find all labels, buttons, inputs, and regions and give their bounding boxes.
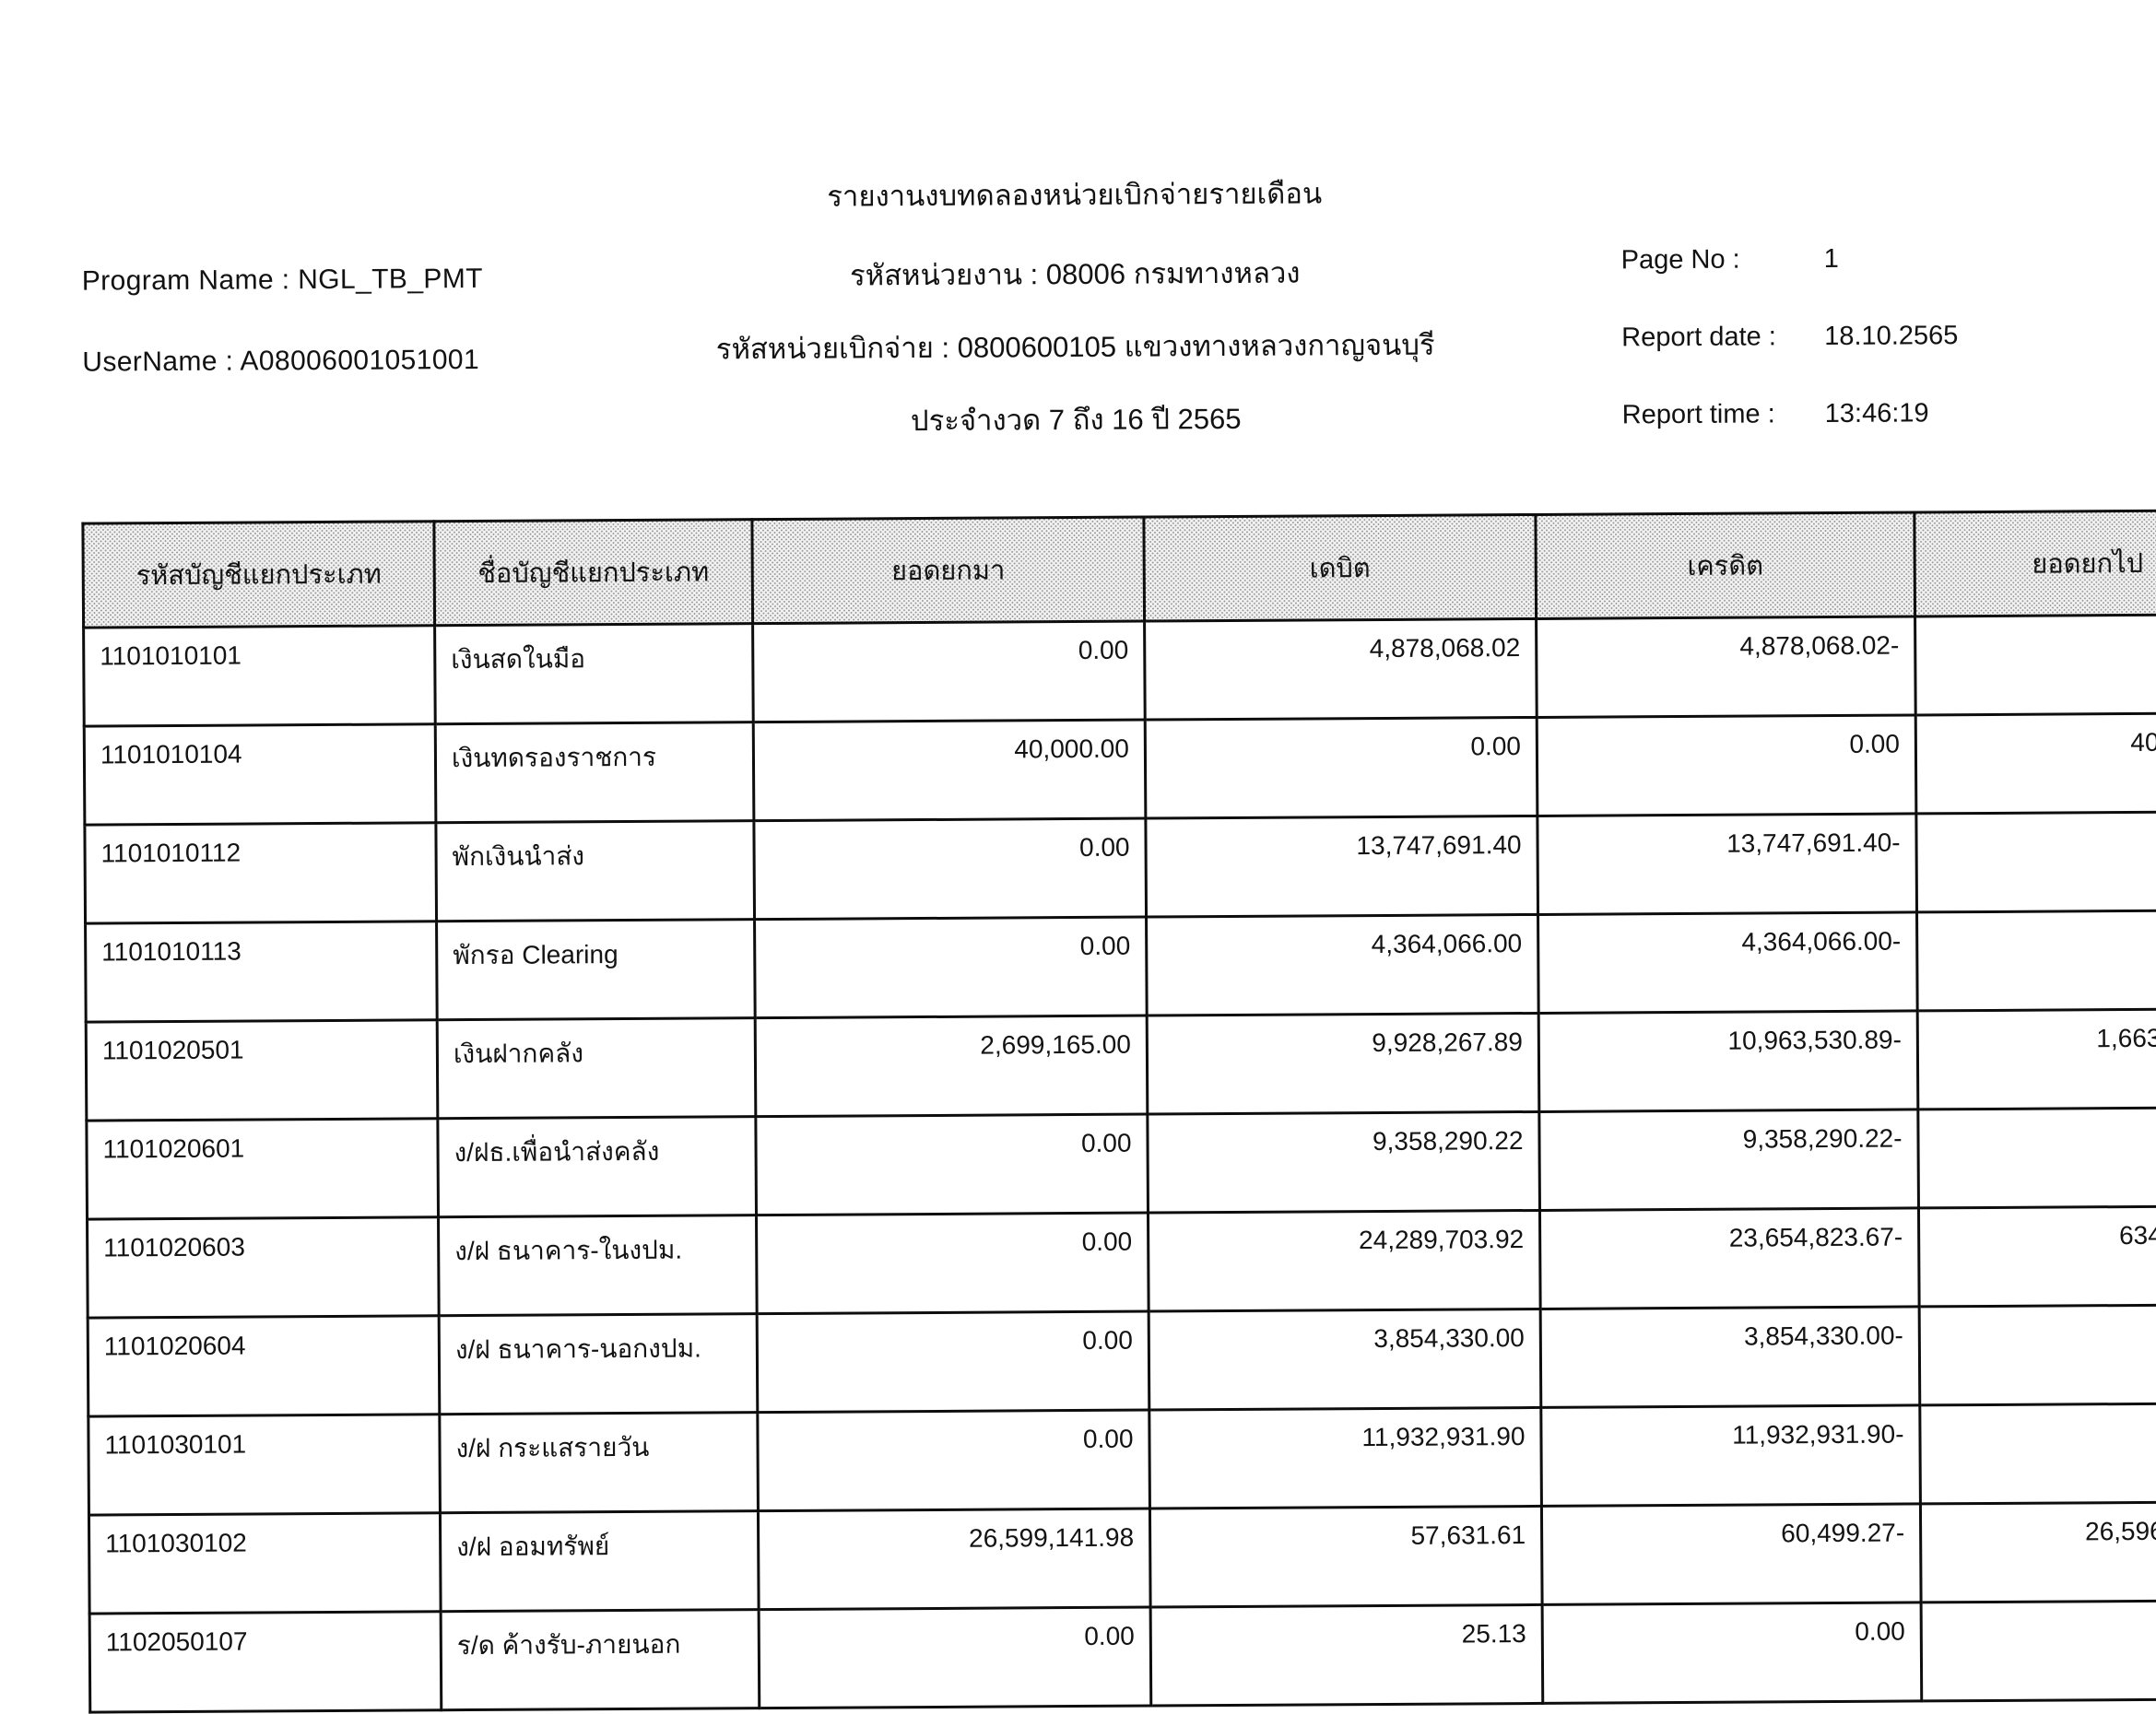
cell-account-code: 1101020501 [86, 1019, 438, 1121]
cell-opening-balance: 0.00 [754, 917, 1148, 1018]
cell-debit: 57,631.61 [1149, 1506, 1543, 1608]
cell-account-code: 1101020604 [88, 1315, 440, 1417]
column-header-credit: เครดิต [1535, 511, 1915, 619]
cell-account-name: เงินทดรองราชการ [435, 722, 754, 823]
column-header-opening-balance: ยอดยกมา [751, 517, 1145, 624]
cell-account-name: ง/ฝ ธนาคาร-ในงปม. [438, 1215, 758, 1316]
cell-debit: 0.00 [1145, 717, 1537, 819]
trial-balance-table: รหัสบัญชีแยกประเภท ชื่อบัญชีแยกประเภท ยอ… [81, 509, 2156, 1713]
table-row: 1101020501 เงินฝากคลัง 2,699,165.00 9,928,2… [86, 1008, 2156, 1121]
table-header: รหัสบัญชีแยกประเภท ชื่อบัญชีแยกประเภท ยอ… [82, 510, 2156, 628]
cell-account-code: 1101030101 [88, 1414, 441, 1516]
cell-credit: 3,854,330.00- [1540, 1306, 1920, 1408]
cell-closing-balance: 26,596,274.32 [1920, 1501, 2156, 1602]
cell-account-code: 1101020603 [87, 1216, 440, 1319]
cell-opening-balance: 0.00 [757, 1410, 1150, 1511]
cell-credit: 10,963,530.89- [1538, 1010, 1918, 1112]
report-time-row: Report time : 13:46:19 [1622, 398, 2019, 432]
cell-closing-balance: 0.00 [1919, 1304, 2156, 1405]
report-date-row: Report date : 18.10.2565 [1621, 321, 2018, 355]
cell-account-code: 1101030102 [88, 1512, 442, 1614]
column-header-closing-balance: ยอดยกไป [1914, 510, 2156, 616]
cell-debit: 4,364,066.00 [1146, 914, 1539, 1016]
cell-closing-balance: 0.00 [1917, 1107, 2156, 1208]
cell-closing-balance: 40,000.00 [1915, 712, 2156, 814]
cell-account-name: ง/ฝ กระแสรายวัน [439, 1412, 759, 1513]
report-time-label: Report time : [1621, 399, 1775, 430]
cell-credit: 60,499.27- [1541, 1503, 1922, 1605]
report-date-label: Report date : [1621, 322, 1776, 353]
cell-closing-balance: 0.00 [1916, 910, 2156, 1011]
table-row: 1102050107 ร/ด ค้างรับ-ภายนอก 0.00 25.13 0.0… [89, 1600, 2156, 1713]
column-header-account-name: ชื่อบัญชีแยกประเภท [433, 519, 753, 626]
cell-debit: 9,928,267.89 [1147, 1013, 1539, 1115]
cell-opening-balance: 0.00 [752, 621, 1146, 722]
column-header-account-code: รหัสบัญชีแยกประเภท [82, 521, 435, 628]
cell-debit: 13,747,691.40 [1145, 816, 1538, 918]
cell-opening-balance: 2,699,165.00 [755, 1015, 1148, 1117]
cell-account-name: ง/ฝธ.เพื่อนำส่งคลัง [437, 1116, 757, 1217]
table-row: 1101030102 ง/ฝ ออมทรัพย์ 26,599,141.98 57,6… [88, 1501, 2156, 1614]
table-row: 1101010112 พักเงินนำส่ง 0.00 13,747,691.40 1… [84, 811, 2156, 924]
cell-account-code: 1101010104 [84, 723, 436, 826]
cell-credit: 4,878,068.02- [1536, 616, 1916, 718]
cell-closing-balance: 25.13 [1921, 1600, 2156, 1701]
cell-account-name: เงินสดในมือ [434, 623, 754, 724]
table-row: 1101010113 พักรอ Clearing 0.00 4,364,066.00… [85, 910, 2156, 1023]
cell-credit: 0.00 [1537, 714, 1916, 816]
table-row: 1101030101 ง/ฝ กระแสรายวัน 0.00 11,932,931.… [88, 1403, 2156, 1516]
cell-opening-balance: 26,599,141.98 [758, 1509, 1151, 1610]
cell-closing-balance: 0.00 [1914, 614, 2156, 715]
cell-account-name: พักเงินนำส่ง [435, 820, 755, 922]
column-header-debit: เดบิต [1143, 514, 1537, 622]
cell-opening-balance: 0.00 [755, 1114, 1149, 1215]
cell-credit: 23,654,823.67- [1539, 1207, 1920, 1309]
page-no-label: Page No : [1620, 244, 1740, 276]
cell-opening-balance: 0.00 [757, 1311, 1149, 1413]
page-title: รายงานงบทดลองหน่วยเบิกจ่ายรายเดือน [827, 177, 1323, 213]
cell-credit: 13,747,691.40- [1537, 813, 1917, 915]
cell-closing-balance: 1,663,902.00 [1917, 1008, 2156, 1109]
page-no-value: 1 [1823, 243, 1839, 275]
cell-debit: 3,854,330.00 [1149, 1309, 1541, 1411]
table-body: 1101010101 เงินสดในมือ 0.00 4,878,068.02 4,8… [83, 614, 2156, 1713]
cell-account-code: 1102050107 [89, 1611, 442, 1713]
trial-balance-table-wrapper: รหัสบัญชีแยกประเภท ชื่อบัญชีแยกประเภท ยอ… [81, 510, 2156, 1713]
cell-debit: 9,358,290.22 [1147, 1111, 1540, 1214]
cell-credit: 11,932,931.90- [1540, 1404, 1921, 1507]
page-no-row: Page No : 1 [1621, 243, 2018, 277]
cell-debit: 25.13 [1150, 1604, 1543, 1707]
cell-closing-balance: 0.00 [1919, 1403, 2156, 1504]
cell-account-name: ร/ด ค้างรับ-ภายนอก [441, 1609, 760, 1710]
cell-account-code: 1101020601 [86, 1118, 439, 1220]
report-time-value: 13:46:19 [1824, 398, 1929, 429]
cell-credit: 0.00 [1542, 1602, 1922, 1704]
cell-debit: 24,289,703.92 [1148, 1210, 1541, 1312]
cell-account-name: ง/ฝ ออมทรัพย์ [440, 1510, 760, 1612]
cell-account-name: ง/ฝ ธนาคาร-นอกงปม. [439, 1313, 758, 1415]
cell-opening-balance: 0.00 [756, 1213, 1149, 1314]
report-date-value: 18.10.2565 [1824, 321, 1959, 352]
cell-credit: 4,364,066.00- [1537, 911, 1918, 1014]
cell-debit: 4,878,068.02 [1144, 618, 1537, 721]
cell-debit: 11,932,931.90 [1149, 1407, 1542, 1509]
cell-credit: 9,358,290.22- [1538, 1109, 1919, 1211]
table-row: 1101020603 ง/ฝ ธนาคาร-ในงปม. 0.00 24,289,70… [87, 1205, 2156, 1319]
cell-opening-balance: 40,000.00 [753, 720, 1146, 821]
cell-account-name: พักรอ Clearing [436, 919, 756, 1020]
cell-account-code: 1101010113 [85, 921, 438, 1023]
table-header-row: รหัสบัญชีแยกประเภท ชื่อบัญชีแยกประเภท ยอ… [82, 510, 2156, 628]
cell-opening-balance: 0.00 [759, 1607, 1151, 1708]
table-row: 1101010101 เงินสดในมือ 0.00 4,878,068.02 4,8… [83, 614, 2156, 727]
cell-account-code: 1101010112 [84, 822, 437, 924]
table-row: 1101020604 ง/ฝ ธนาคาร-นอกงปม. 0.00 3,854,33… [88, 1304, 2156, 1417]
cell-account-name: เงินฝากคลัง [437, 1017, 756, 1119]
table-row: 1101010104 เงินทดรองราชการ 40,000.00 0.00 0.… [84, 712, 2156, 826]
scanned-report-page: Program Name : NGL_TB_PMT UserName : A08… [82, 177, 2156, 1713]
cell-closing-balance: 0.00 [1915, 811, 2156, 912]
cell-closing-balance: 634,880.25 [1918, 1205, 2156, 1307]
cell-opening-balance: 0.00 [753, 818, 1147, 920]
cell-account-code: 1101010101 [83, 625, 436, 727]
table-row: 1101020601 ง/ฝธ.เพื่อนำส่งคลัง 0.00 9,358,2… [86, 1107, 2156, 1220]
